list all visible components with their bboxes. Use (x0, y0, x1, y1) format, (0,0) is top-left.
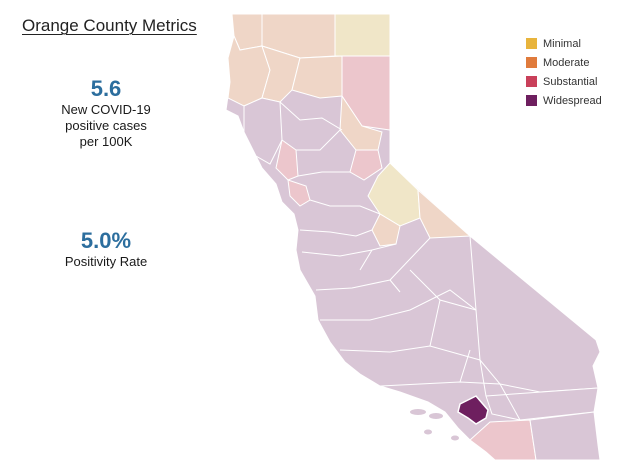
legend-swatch-minimal (526, 38, 537, 49)
positivity-metric: 5.0% Positivity Rate (26, 228, 186, 270)
legend-swatch-moderate (526, 57, 537, 68)
county-tuolumne (371, 213, 401, 247)
legend-label-minimal: Minimal (543, 37, 581, 50)
legend: Minimal Moderate Substantial Widespread (526, 34, 602, 110)
legend-swatch-widespread (526, 95, 537, 106)
channel-islands (410, 409, 459, 441)
cases-label-line1: New COVID-19 (61, 102, 151, 117)
county-sonoma-napa (287, 179, 311, 207)
legend-label-widespread: Widespread (543, 94, 602, 107)
legend-swatch-substantial (526, 76, 537, 87)
county-lake (275, 139, 299, 181)
legend-item-substantial: Substantial (526, 72, 602, 91)
positivity-label: Positivity Rate (64, 254, 148, 269)
county-borders (279, 101, 521, 421)
positivity-value: 5.0% (80, 228, 132, 253)
cases-label-line2: positive cases (65, 118, 147, 133)
legend-item-widespread: Widespread (526, 91, 602, 110)
cases-value: 5.6 (90, 76, 122, 101)
legend-item-moderate: Moderate (526, 53, 602, 72)
legend-item-minimal: Minimal (526, 34, 602, 53)
county-mendocino (243, 97, 283, 165)
page-title: Orange County Metrics (22, 16, 197, 35)
legend-label-substantial: Substantial (543, 75, 598, 88)
county-riverside (485, 387, 599, 421)
county-shasta (291, 55, 343, 99)
cases-label-line3: per 100K (79, 134, 133, 149)
county-orange-highlight (457, 395, 489, 425)
legend-label-moderate: Moderate (543, 56, 590, 69)
cases-metric: 5.6 New COVID-19 positive cases per 100K (26, 76, 186, 150)
county-imperial (529, 411, 601, 461)
county-modoc (334, 13, 391, 57)
county-el-dorado (349, 149, 383, 181)
county-san-bernardino (469, 234, 601, 393)
